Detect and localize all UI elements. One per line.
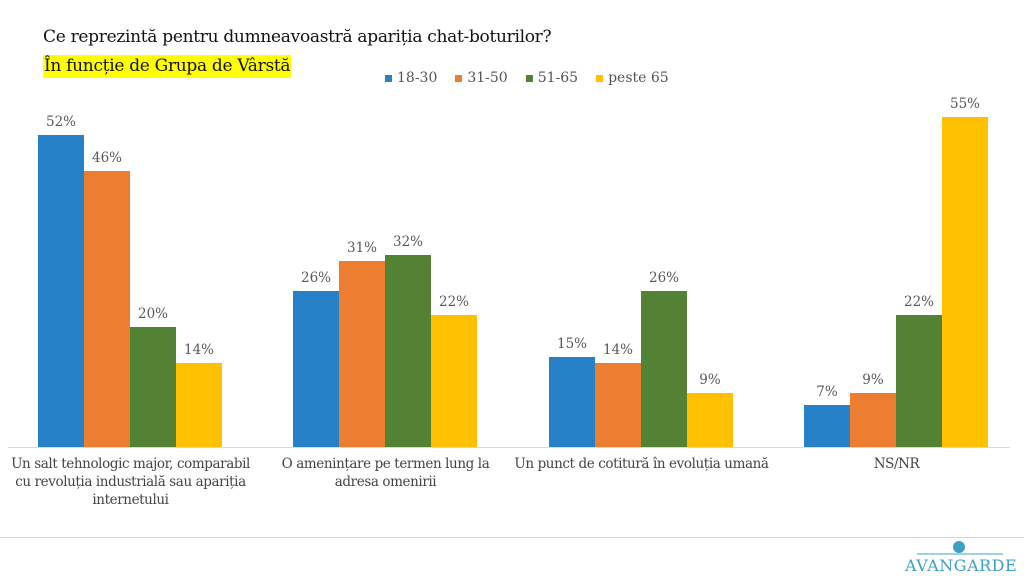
bar-peste-65: [431, 315, 477, 447]
bar-peste-65: [942, 117, 988, 447]
bar-18-30: [804, 405, 850, 447]
bar-31-50: [850, 393, 896, 447]
legend-item-51-65: 51-65: [525, 70, 579, 86]
logo-figure-icon: [953, 541, 965, 553]
bar-value-label: 26%: [300, 270, 331, 286]
logo-tagline: [917, 553, 1003, 555]
bar-31-50: [84, 171, 130, 447]
bar-value-label: 7%: [816, 384, 838, 400]
bar-value-label: 20%: [137, 306, 168, 322]
bar-value-label: 15%: [556, 336, 587, 352]
category-label: Un punct de cotitură în evoluția umană: [514, 456, 769, 472]
bar-value-label: 9%: [699, 372, 721, 388]
legend-label: peste 65: [608, 70, 669, 86]
bar-peste-65: [687, 393, 733, 447]
bar-18-30: [293, 291, 339, 447]
logo-text: AVANGARDE: [905, 556, 1018, 575]
legend-swatch-icon: [525, 74, 533, 82]
bar-value-label: 46%: [91, 150, 122, 166]
chart-subtitle: În funcție de Grupa de Vârstă: [43, 55, 292, 78]
legend-swatch-icon: [455, 74, 463, 82]
legend-item-18-30: 18-30: [385, 70, 437, 86]
chart-legend: 18-30 31-50 51-65 peste 65: [385, 70, 669, 86]
bar-value-label: 55%: [949, 96, 980, 112]
category-label: Un salt tehnologic major, comparabil cu …: [11, 456, 250, 508]
legend-swatch-icon: [596, 74, 604, 82]
bar-18-30: [549, 357, 595, 447]
bar-value-label: 14%: [183, 342, 214, 358]
bar-value-label: 9%: [862, 372, 884, 388]
category-label: NS/NR: [873, 456, 920, 472]
bar-value-label: 32%: [392, 234, 423, 250]
avangarde-logo: AVANGARDE: [905, 541, 1018, 575]
legend-swatch-icon: [385, 74, 392, 82]
bar-value-label: 22%: [438, 294, 469, 310]
bar-31-50: [595, 363, 641, 447]
bar-peste-65: [176, 363, 222, 447]
category-label: O amenințare pe termen lung la adresa om…: [281, 456, 490, 490]
legend-label: 18-30: [397, 70, 438, 86]
legend-item-peste-65: peste 65: [596, 70, 669, 86]
footer-divider: [0, 537, 1024, 538]
bar-51-65: [130, 327, 176, 447]
bar-51-65: [641, 291, 687, 447]
bar-51-65: [385, 255, 431, 447]
bar-value-label: 14%: [602, 342, 633, 358]
bar-value-label: 26%: [648, 270, 679, 286]
bar-value-label: 22%: [903, 294, 934, 310]
bar-31-50: [339, 261, 385, 447]
bar-51-65: [896, 315, 942, 447]
chart-title: Ce reprezintă pentru dumneavoastră apari…: [43, 27, 552, 47]
legend-item-31-50: 31-50: [455, 70, 508, 86]
bar-value-label: 52%: [45, 114, 76, 130]
legend-label: 31-50: [467, 70, 508, 86]
x-axis-line: [8, 447, 1010, 448]
legend-label: 51-65: [537, 70, 579, 86]
bar-value-label: 31%: [346, 240, 377, 256]
bar-18-30: [38, 135, 84, 447]
